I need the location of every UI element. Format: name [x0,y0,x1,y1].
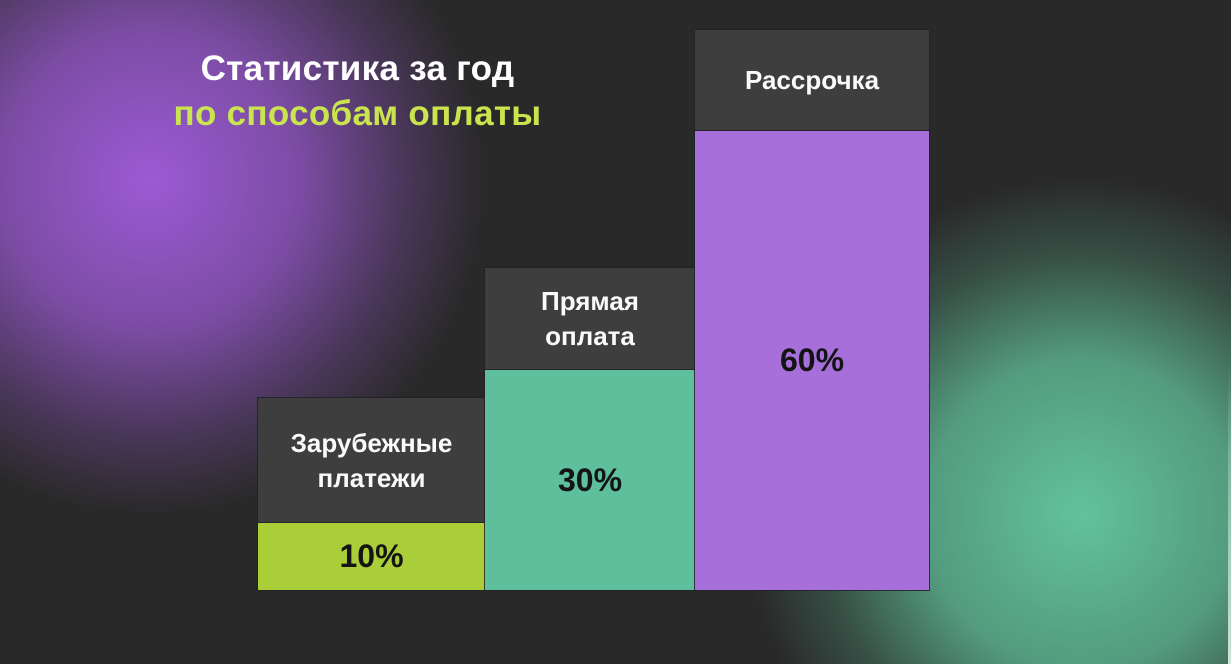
bar-label-box: Зарубежные платежи [258,398,485,523]
bar-label: Рассрочка [744,65,880,95]
bar-label-box: Прямая оплата [485,268,695,370]
bar-label: Прямая оплата [541,286,639,351]
bar-label-box: Рассрочка [695,30,929,131]
bar-value-label: 30% [557,461,623,498]
bar-column-installment: Рассрочка 60% [695,30,929,590]
chart-title: Статистика за год по способам оплаты [105,46,610,136]
bar-value-label: 60% [779,342,845,378]
chart-title-line1: Статистика за год [200,49,515,88]
bar-segment: 10% [258,523,485,590]
bar-segment: 30% [485,370,695,590]
chart-title-line2: по способам оплаты [173,94,542,133]
bar-column-direct-payment: Прямая оплата 30% [485,268,695,590]
bar-value-label: 10% [339,538,404,574]
bar-segment: 60% [695,131,929,590]
bar-column-foreign-payments: Зарубежные платежи 10% [258,398,485,590]
right-edge-highlight [1228,364,1231,664]
bar-label: Зарубежные платежи [290,427,453,493]
